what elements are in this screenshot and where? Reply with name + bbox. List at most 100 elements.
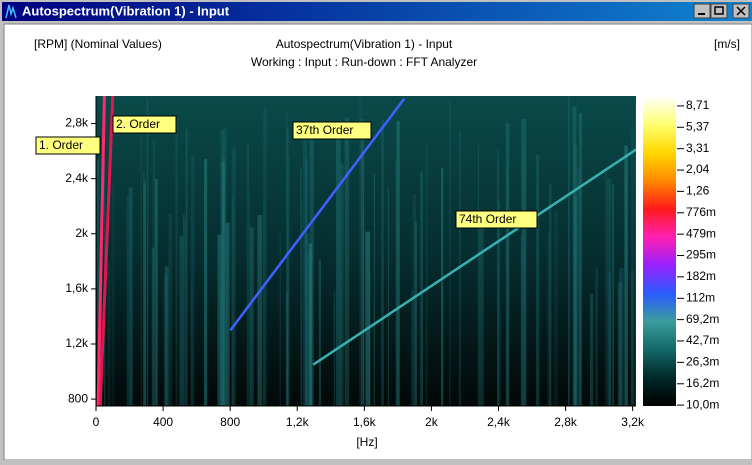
noise-streak <box>363 208 365 406</box>
x-tick-label: 1,2k <box>286 415 310 429</box>
noise-streak <box>497 201 501 406</box>
order-lines <box>96 96 636 406</box>
minimize-button[interactable] <box>693 3 711 19</box>
noise-streak <box>279 233 281 406</box>
maximize-icon <box>714 6 724 15</box>
noise-streak <box>309 131 314 406</box>
x-tick-label: 800 <box>220 415 240 429</box>
y-tick-label: 1,2k <box>65 336 89 350</box>
noise-streak <box>308 243 313 406</box>
noise-streak <box>300 168 302 406</box>
noise-streak <box>630 126 635 406</box>
noise-streak <box>396 120 400 406</box>
noise-streak <box>286 127 289 406</box>
noise-streak <box>168 213 173 406</box>
y-axis-label: [RPM] (Nominal Values) <box>34 37 162 51</box>
window-buttons[interactable] <box>693 3 750 19</box>
noise-texture <box>96 96 636 406</box>
noise-streak <box>257 215 263 406</box>
noise-streak <box>506 165 509 406</box>
noise-streak <box>344 117 350 406</box>
noise-streak <box>497 150 499 406</box>
noise-streak <box>414 222 418 406</box>
noise-streak <box>395 160 397 406</box>
noise-streak <box>478 217 484 406</box>
noise-streak <box>185 129 188 406</box>
noise-streak <box>246 142 250 406</box>
noise-streak <box>175 118 178 406</box>
order-line <box>96 96 106 406</box>
noise-streak <box>373 173 375 406</box>
noise-streak <box>96 158 100 406</box>
colorbar-tick-label: 26,3m <box>686 355 719 369</box>
noise-streak <box>146 98 149 406</box>
y-tick-label: 1,6k <box>65 281 89 295</box>
noise-streak <box>611 183 615 406</box>
noise-streak <box>184 220 186 406</box>
noise-streak <box>381 120 384 406</box>
noise-streak <box>143 171 145 406</box>
noise-streak <box>220 273 224 406</box>
x-tick-label: 2,8k <box>554 415 578 429</box>
x-tick-label: 2k <box>425 415 439 429</box>
noise-streak <box>249 227 254 406</box>
noise-streak <box>128 187 133 406</box>
noise-streak <box>225 222 230 406</box>
colorbar-tick-label: 776m <box>686 205 716 219</box>
noise-streak <box>217 234 222 406</box>
order-label-box <box>292 121 372 140</box>
colorbar-tick-label: 5,37 <box>686 119 710 133</box>
noise-streak <box>263 108 267 406</box>
noise-streak <box>339 163 344 406</box>
noise-streak <box>574 195 578 406</box>
noise-streak <box>183 213 185 406</box>
order-label: 74th Order <box>459 212 516 226</box>
noise-streak <box>365 231 370 406</box>
noise-streak <box>126 195 129 406</box>
noise-streak <box>221 162 225 406</box>
noise-streak <box>221 157 226 406</box>
x-axis-label: [Hz] <box>356 435 377 449</box>
colorbar-tick-label: 3,31 <box>686 141 710 155</box>
noise-streak <box>618 268 624 406</box>
noise-streak <box>536 155 540 406</box>
x-tick-label: 400 <box>153 415 173 429</box>
title-bar <box>2 2 752 21</box>
noise-streak <box>152 140 156 406</box>
noise-streak <box>163 275 168 406</box>
noise-streak <box>305 158 308 406</box>
noise-streak <box>420 171 423 406</box>
x-tick-label: 2,4k <box>487 415 511 429</box>
noise-streak <box>572 106 577 406</box>
maximize-button[interactable] <box>710 3 728 19</box>
noise-streak <box>318 259 322 406</box>
noise-streak <box>190 155 195 406</box>
chart-subtitle: Working : Input : Run-down : FFT Analyze… <box>251 55 477 69</box>
colorbar-tick-label: 112m <box>686 291 715 305</box>
noise-streak <box>547 233 552 406</box>
noise-streak <box>412 194 417 406</box>
noise-streak <box>231 197 234 406</box>
noise-streak <box>164 266 169 406</box>
noise-streak <box>333 290 336 406</box>
noise-streak <box>301 199 303 406</box>
noise-streak <box>605 166 607 406</box>
colorbar-tick-label: 295m <box>686 248 716 262</box>
colorbar-tick-label: 182m <box>686 269 716 283</box>
noise-streak <box>425 146 428 406</box>
noise-streak <box>554 210 559 406</box>
noise-streak <box>140 133 143 406</box>
colorbar-tick-label: 10,0m <box>686 397 719 411</box>
noise-streak <box>410 289 415 406</box>
noise-streak <box>548 183 552 406</box>
noise-streak <box>568 96 570 406</box>
noise-streak <box>369 271 371 406</box>
order-label-box <box>35 136 101 155</box>
noise-streak <box>608 272 611 406</box>
noise-streak <box>154 178 158 406</box>
order-line <box>98 96 115 406</box>
order-label: 1. Order <box>39 138 83 152</box>
colorbar-tick-label: 69,2m <box>686 312 719 326</box>
colorbar-tick-label: 16,2m <box>686 376 719 390</box>
noise-streak <box>624 145 628 406</box>
